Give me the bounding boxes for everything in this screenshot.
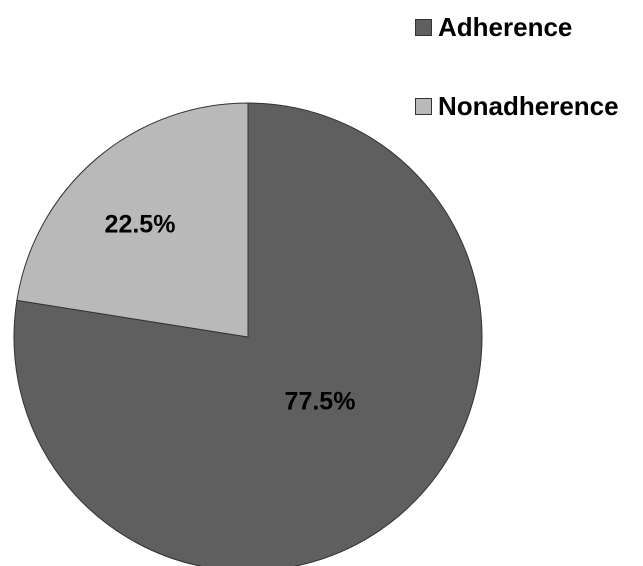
pie-slices	[13, 102, 483, 566]
legend-label-nonadherence: Nonadherence	[438, 91, 619, 121]
pie-slice-nonadherence	[16, 102, 249, 338]
slice-label-adherence: 77.5%	[285, 388, 356, 416]
slice-labels: 77.5% 22.5%	[105, 211, 356, 416]
pie-slice-adherence	[13, 102, 483, 566]
legend-swatch-adherence	[415, 19, 432, 36]
legend-item-nonadherence: Nonadherence	[415, 91, 619, 122]
legend-item-adherence: Adherence	[415, 12, 572, 43]
slice-label-nonadherence: 22.5%	[105, 211, 176, 239]
legend-swatch-nonadherence	[415, 98, 432, 115]
legend-label-adherence: Adherence	[438, 12, 573, 42]
